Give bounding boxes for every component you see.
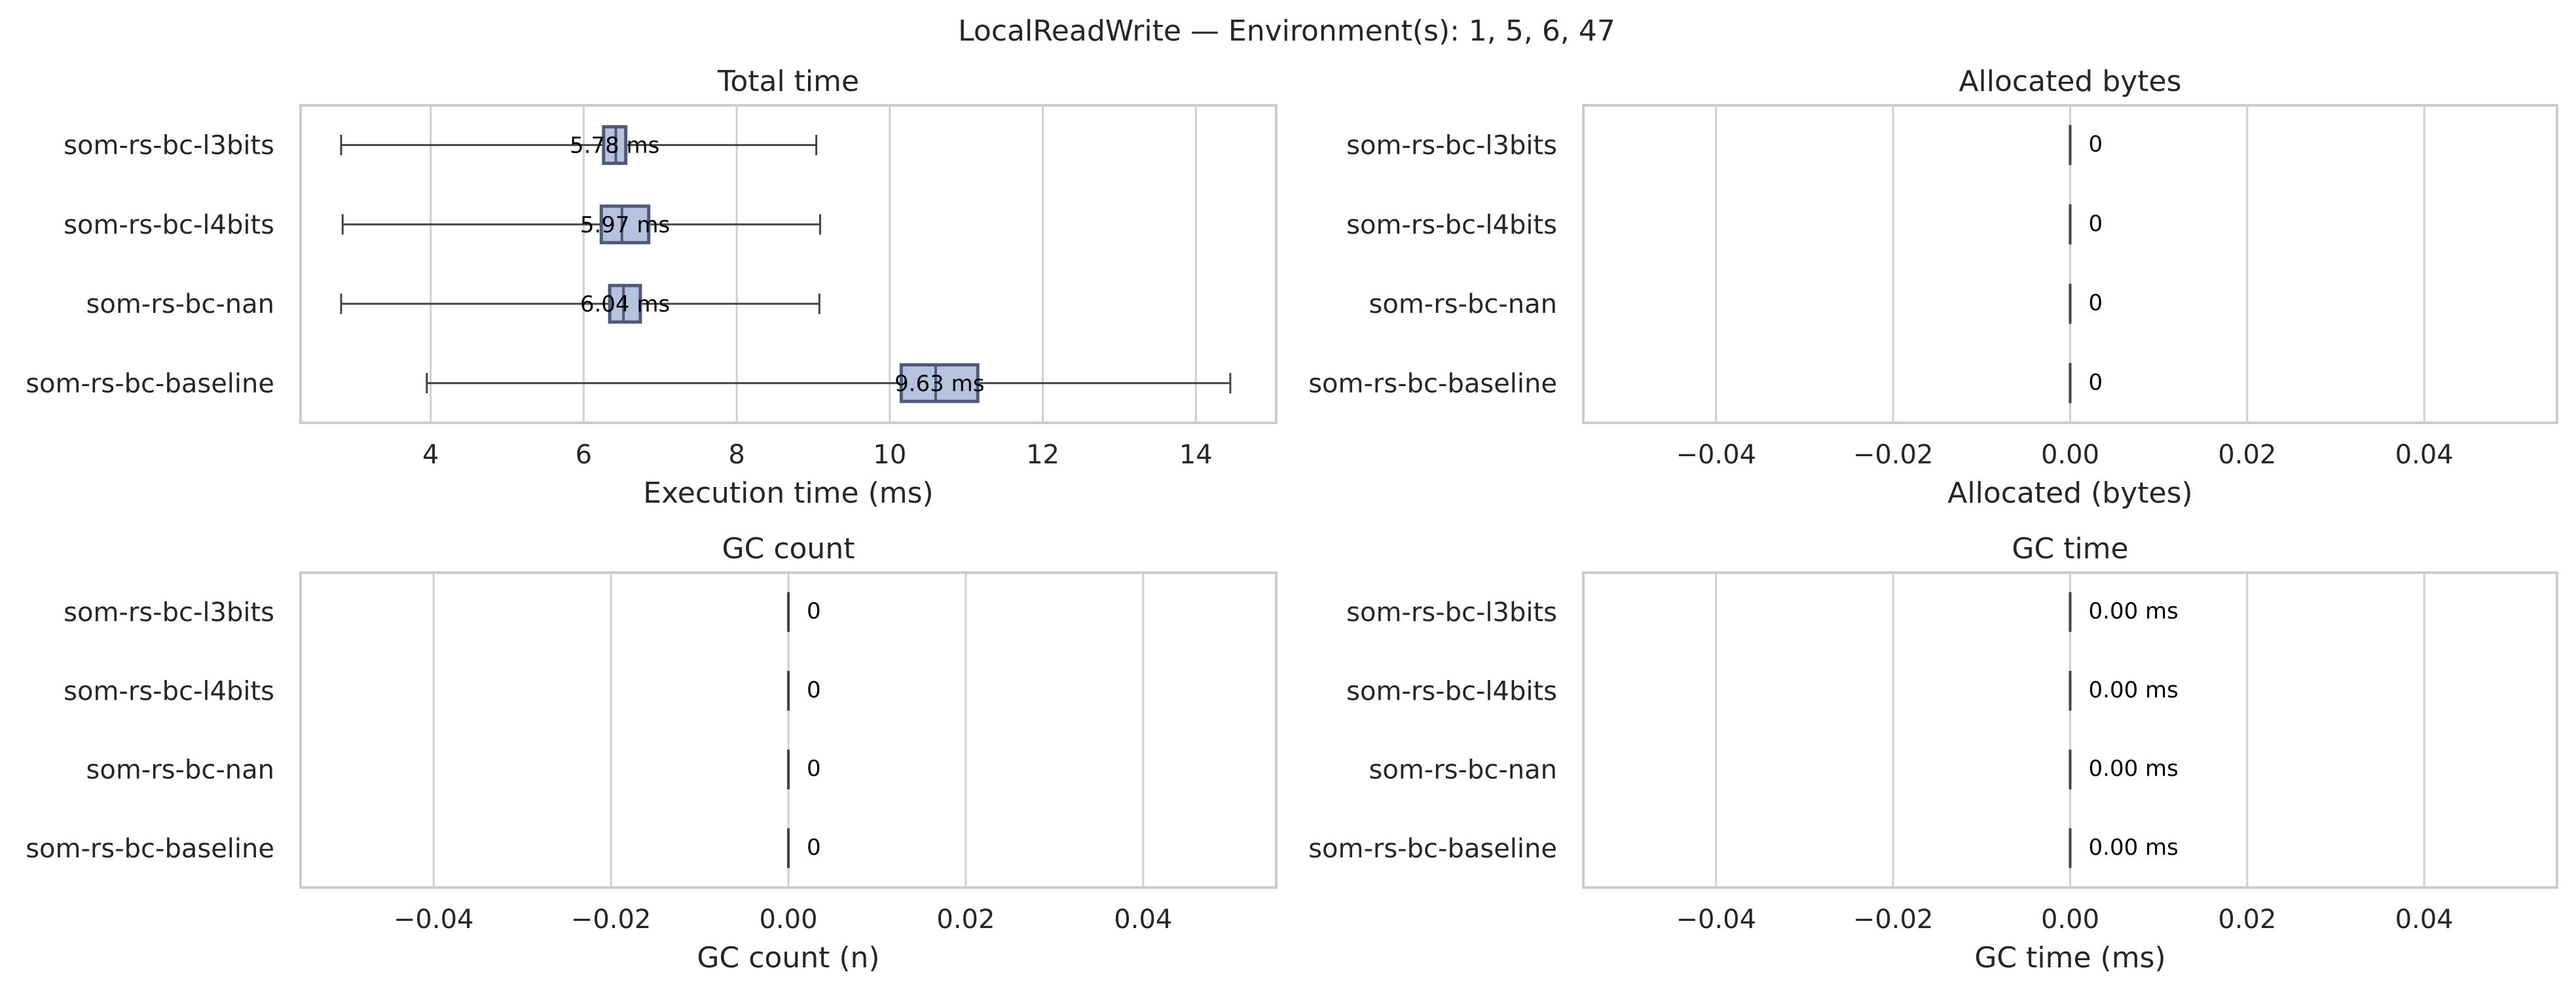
box-som-rs-bc-l3bits: 0.00 ms	[2069, 592, 2179, 632]
y-tick-label: som-rs-bc-l4bits	[1346, 210, 1557, 240]
x-tick-label: 0.02	[2218, 440, 2276, 470]
box-som-rs-bc-l4bits: 0	[787, 670, 821, 711]
y-tick-label: som-rs-bc-l3bits	[64, 598, 274, 628]
box-som-rs-bc-baseline: 0	[2069, 363, 2103, 404]
subplot-title: Total time	[717, 65, 859, 98]
data-label: 0	[2089, 211, 2103, 237]
y-tick-label: som-rs-bc-l3bits	[1346, 598, 1557, 628]
box-som-rs-bc-l3bits: 5.78 ms	[340, 125, 818, 166]
data-label: 0	[807, 756, 821, 782]
y-tick-label: som-rs-bc-nan	[86, 755, 274, 785]
subplot-allocated-bytes: Allocated bytes −0.04 −0.02 0.00 0.02 0.04 All…	[1308, 65, 2558, 510]
data-label: 0	[807, 677, 821, 703]
box-som-rs-bc-nan: 0	[2069, 283, 2103, 324]
y-tick-label: som-rs-bc-l3bits	[1346, 131, 1557, 161]
x-tick-label: −0.02	[1853, 905, 1934, 935]
data-label: 0	[807, 598, 821, 624]
y-tick-label: som-rs-bc-l4bits	[64, 210, 274, 240]
x-tick-label: 10	[873, 440, 906, 470]
data-label: 6.04 ms	[580, 291, 670, 317]
x-axis-label: Allocated (bytes)	[1947, 476, 2192, 510]
x-tick-label: −0.04	[1676, 905, 1756, 935]
box-iqr	[608, 283, 642, 324]
subplot-gc-time: GC time −0.04 −0.02 0.00 0.02 0.04 GC time (ms…	[1308, 532, 2558, 975]
subplot-frame	[299, 571, 1278, 889]
y-tick-label: som-rs-bc-nan	[1369, 289, 1557, 319]
subplot-grid: Total time 4 6 8 10 12 14 Execution time (ms) so…	[26, 65, 2558, 975]
box-som-rs-bc-l3bits: 0	[787, 592, 821, 632]
x-tick-label: 0.04	[2395, 905, 2454, 935]
box-som-rs-bc-baseline: 9.63 ms	[426, 363, 1232, 403]
x-axis-label: GC time (ms)	[1974, 941, 2165, 975]
subplot-frame	[1582, 104, 2558, 424]
subplot-gc-count: GC count −0.04 −0.02 0.00 0.02 0.04 GC count (…	[26, 532, 1278, 975]
subplot-title: GC time	[2012, 532, 2128, 565]
y-tick-label: som-rs-bc-nan	[86, 289, 274, 319]
data-label: 5.78 ms	[570, 133, 659, 159]
data-label: 0.00 ms	[2089, 677, 2179, 703]
subplot-total-time: Total time 4 6 8 10 12 14 Execution time (ms) so…	[26, 65, 1278, 510]
data-label: 0	[807, 834, 821, 861]
box-iqr	[899, 363, 980, 403]
x-tick-label: −0.04	[1676, 440, 1756, 470]
x-tick-label: 0.04	[1114, 905, 1172, 935]
data-label: 0	[2089, 290, 2103, 316]
box-som-rs-bc-nan: 6.04 ms	[340, 283, 820, 324]
data-label: 9.63 ms	[894, 370, 984, 397]
y-tick-label: som-rs-bc-nan	[1369, 755, 1557, 785]
x-tick-label: 14	[1179, 440, 1213, 470]
box-iqr	[599, 204, 651, 245]
box-som-rs-bc-nan: 0	[787, 749, 821, 790]
box-som-rs-bc-l4bits: 0	[2069, 204, 2103, 245]
data-label: 0.00 ms	[2089, 834, 2179, 861]
box-som-rs-bc-nan: 0.00 ms	[2069, 749, 2179, 790]
x-tick-label: 6	[576, 440, 592, 470]
y-tick-label: som-rs-bc-baseline	[26, 368, 274, 399]
box-som-rs-bc-baseline: 0.00 ms	[2069, 828, 2179, 869]
x-tick-label: −0.04	[394, 905, 474, 935]
x-tick-label: 8	[728, 440, 745, 470]
data-label: 0.00 ms	[2089, 756, 2179, 782]
y-tick-label: som-rs-bc-baseline	[1308, 368, 1557, 399]
data-label: 5.97 ms	[580, 212, 670, 238]
figure-suptitle: LocalReadWrite — Environment(s): 1, 5, 6…	[958, 14, 1615, 48]
y-tick-label: som-rs-bc-l4bits	[1346, 676, 1557, 706]
x-tick-label: 0.00	[759, 905, 817, 935]
x-tick-label: 0.02	[936, 905, 995, 935]
x-tick-label: 0.00	[2041, 905, 2099, 935]
subplot-title: GC count	[722, 532, 855, 565]
y-tick-label: som-rs-bc-l3bits	[64, 131, 274, 161]
data-label: 0.00 ms	[2089, 598, 2179, 624]
x-axis-label: Execution time (ms)	[643, 476, 933, 510]
box-som-rs-bc-l3bits: 0	[2069, 124, 2103, 166]
box-som-rs-bc-l4bits: 0.00 ms	[2069, 670, 2179, 711]
y-tick-label: som-rs-bc-l4bits	[64, 676, 274, 706]
x-tick-label: 0.02	[2218, 905, 2276, 935]
x-tick-label: −0.02	[1853, 440, 1934, 470]
x-tick-label: 12	[1026, 440, 1059, 470]
y-tick-label: som-rs-bc-baseline	[1308, 834, 1557, 864]
x-tick-label: 0.00	[2041, 440, 2099, 470]
y-tick-label: som-rs-bc-baseline	[26, 834, 274, 864]
subplot-frame	[299, 104, 1278, 424]
x-axis-label: GC count (n)	[697, 941, 879, 975]
box-som-rs-bc-baseline: 0	[787, 828, 821, 869]
x-tick-label: −0.02	[571, 905, 652, 935]
subplot-title: Allocated bytes	[1959, 65, 2181, 98]
x-tick-label: 4	[422, 440, 439, 470]
data-label: 0	[2089, 369, 2103, 395]
subplot-frame	[1582, 571, 2558, 889]
box-som-rs-bc-l4bits: 5.97 ms	[341, 204, 821, 245]
data-label: 0	[2089, 132, 2103, 158]
x-tick-label: 0.04	[2395, 440, 2454, 470]
